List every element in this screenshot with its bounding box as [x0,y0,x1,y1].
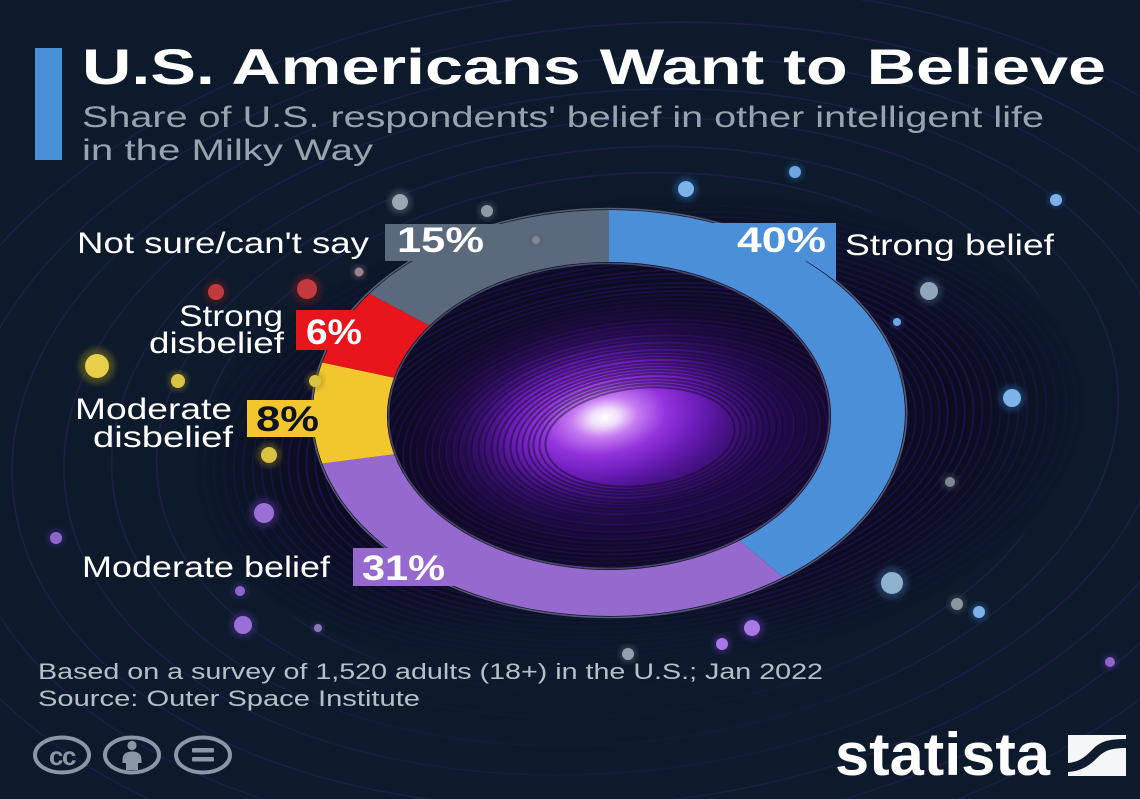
svg-text:U.S. Americans Want to Believe: U.S. Americans Want to Believe [82,39,1106,95]
svg-text:Based on a survey of 1,520 adu: Based on a survey of 1,520 adults (18+) … [38,659,823,684]
svg-text:Moderate: Moderate [75,393,232,426]
svg-text:disbelief: disbelief [149,327,285,360]
svg-text:Moderate belief: Moderate belief [82,551,331,584]
svg-text:Strong belief: Strong belief [845,229,1055,262]
svg-text:8%: 8% [256,400,319,439]
svg-text:Strong: Strong [179,300,283,333]
svg-text:6%: 6% [306,313,362,352]
svg-text:Source: Outer Space Institute: Source: Outer Space Institute [38,686,420,711]
svg-text:15%: 15% [397,221,484,260]
svg-text:31%: 31% [362,549,445,588]
svg-text:disbelief: disbelief [93,421,234,454]
svg-text:Share of U.S. respondents' bel: Share of U.S. respondents' belief in oth… [82,101,1044,134]
svg-text:Not sure/can't say: Not sure/can't say [77,227,369,260]
svg-text:cc: cc [49,741,76,771]
svg-text:in the Milky Way: in the Milky Way [82,134,373,167]
svg-text:40%: 40% [737,221,826,260]
svg-text:statista: statista [835,721,1051,788]
